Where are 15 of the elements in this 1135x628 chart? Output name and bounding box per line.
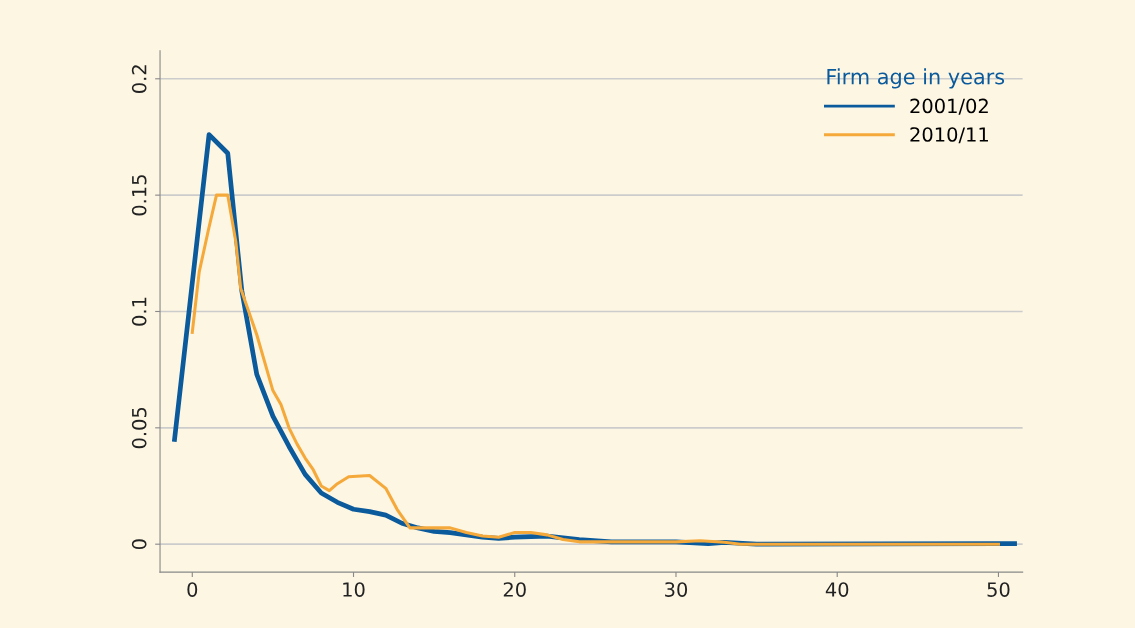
legend-title: Firm age in years bbox=[827, 68, 1005, 89]
legend-label: 2010/11 bbox=[910, 127, 988, 144]
y-tick-label: 0.15 bbox=[131, 175, 147, 216]
line-series bbox=[190, 193, 1000, 546]
legend-label: 2001/02 bbox=[910, 98, 988, 115]
y-tick-label: 0.2 bbox=[131, 65, 147, 93]
x-tick-label: 30 bbox=[665, 582, 688, 597]
y-tick-label: 0.05 bbox=[131, 407, 147, 449]
y-tick-label: 0 bbox=[131, 539, 147, 550]
x-tick-label: 50 bbox=[987, 582, 1010, 597]
x-tick-label: 20 bbox=[503, 582, 526, 597]
x-tick-label: 40 bbox=[825, 582, 849, 597]
y-tick-label: 0.1 bbox=[131, 297, 147, 326]
x-tick-label: 10 bbox=[343, 582, 365, 597]
x-tick-label: 0 bbox=[187, 582, 198, 597]
